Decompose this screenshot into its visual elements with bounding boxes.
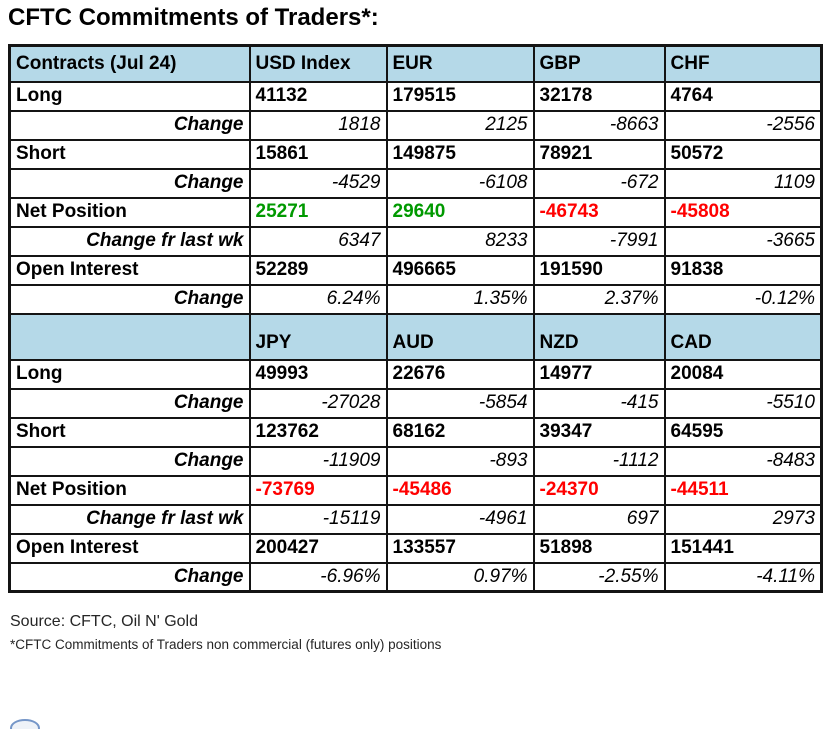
row-label: Change	[8, 445, 251, 477]
row-label: Change	[8, 167, 251, 199]
row-label: Long	[8, 80, 251, 112]
row-label: Open Interest	[8, 532, 251, 564]
net-position-value: 29640	[385, 196, 535, 228]
source-text: Source: CFTC, Oil N' Gold	[10, 613, 198, 630]
row-label: Net Position	[8, 196, 251, 228]
footnote-text: *CFTC Commitments of Traders non commerc…	[10, 637, 442, 652]
section2-header-row: JPY AUD NZD CAD	[8, 312, 823, 361]
table-row-change: Change -11909 -893 -1112 -8483	[8, 445, 823, 477]
table-row-change-pct: Change -6.96% 0.97% -2.55% -4.11%	[8, 561, 823, 593]
table-row-net-position: Net Position -73769 -45486 -24370 -44511	[8, 474, 823, 506]
row-label: Change fr last wk	[8, 503, 251, 535]
net-position-value: -46743	[532, 196, 666, 228]
footer: Source: CFTC, Oil N' Gold *CFTC Commitme…	[10, 613, 831, 652]
net-position-value: -73769	[248, 474, 388, 506]
column-header: NZD	[532, 312, 666, 361]
table-row-open-interest: Open Interest 52289 496665 191590 91838	[8, 254, 823, 286]
table-row-change: Change -27028 -5854 -415 -5510	[8, 387, 823, 419]
row-label: Change	[8, 283, 251, 315]
table-row-change: Change 1818 2125 -8663 -2556	[8, 109, 823, 141]
net-position-value: -24370	[532, 474, 666, 506]
row-label: Net Position	[8, 474, 251, 506]
net-position-value: -45808	[663, 196, 823, 228]
row-label: Open Interest	[8, 254, 251, 286]
row-label: Change fr last wk	[8, 225, 251, 257]
page-title: CFTC Commitments of Traders*:	[8, 4, 379, 31]
globe-icon	[10, 719, 40, 729]
cot-table: Contracts (Jul 24) USD Index EUR GBP CHF…	[8, 44, 823, 593]
row-label: Change	[8, 387, 251, 419]
column-header: Contracts (Jul 24)	[8, 44, 251, 83]
table-row-long: Long 49993 22676 14977 20084	[8, 358, 823, 390]
column-header: EUR	[385, 44, 535, 83]
column-header: AUD	[385, 312, 535, 361]
table-row-long: Long 41132 179515 32178 4764	[8, 80, 823, 112]
row-label: Long	[8, 358, 251, 390]
table-row-open-interest: Open Interest 200427 133557 51898 151441	[8, 532, 823, 564]
column-header: CHF	[663, 44, 823, 83]
table-row-short: Short 123762 68162 39347 64595	[8, 416, 823, 448]
table-row-change-fr-last-wk: Change fr last wk 6347 8233 -7991 -3665	[8, 225, 823, 257]
row-label: Change	[8, 109, 251, 141]
net-position-value: -45486	[385, 474, 535, 506]
table-row-change-fr-last-wk: Change fr last wk -15119 -4961 697 2973	[8, 503, 823, 535]
column-header: USD Index	[248, 44, 388, 83]
section1-header-row: Contracts (Jul 24) USD Index EUR GBP CHF	[8, 44, 823, 83]
column-header: CAD	[663, 312, 823, 361]
row-label: Change	[8, 561, 251, 593]
row-label: Short	[8, 416, 251, 448]
net-position-value: 25271	[248, 196, 388, 228]
column-header	[8, 312, 251, 361]
table-row-change-pct: Change 6.24% 1.35% 2.37% -0.12%	[8, 283, 823, 315]
net-position-value: -44511	[663, 474, 823, 506]
row-label: Short	[8, 138, 251, 170]
table-row-short: Short 15861 149875 78921 50572	[8, 138, 823, 170]
column-header: GBP	[532, 44, 666, 83]
table-row-change: Change -4529 -6108 -672 1109	[8, 167, 823, 199]
column-header: JPY	[248, 312, 388, 361]
table-row-net-position: Net Position 25271 29640 -46743 -45808	[8, 196, 823, 228]
